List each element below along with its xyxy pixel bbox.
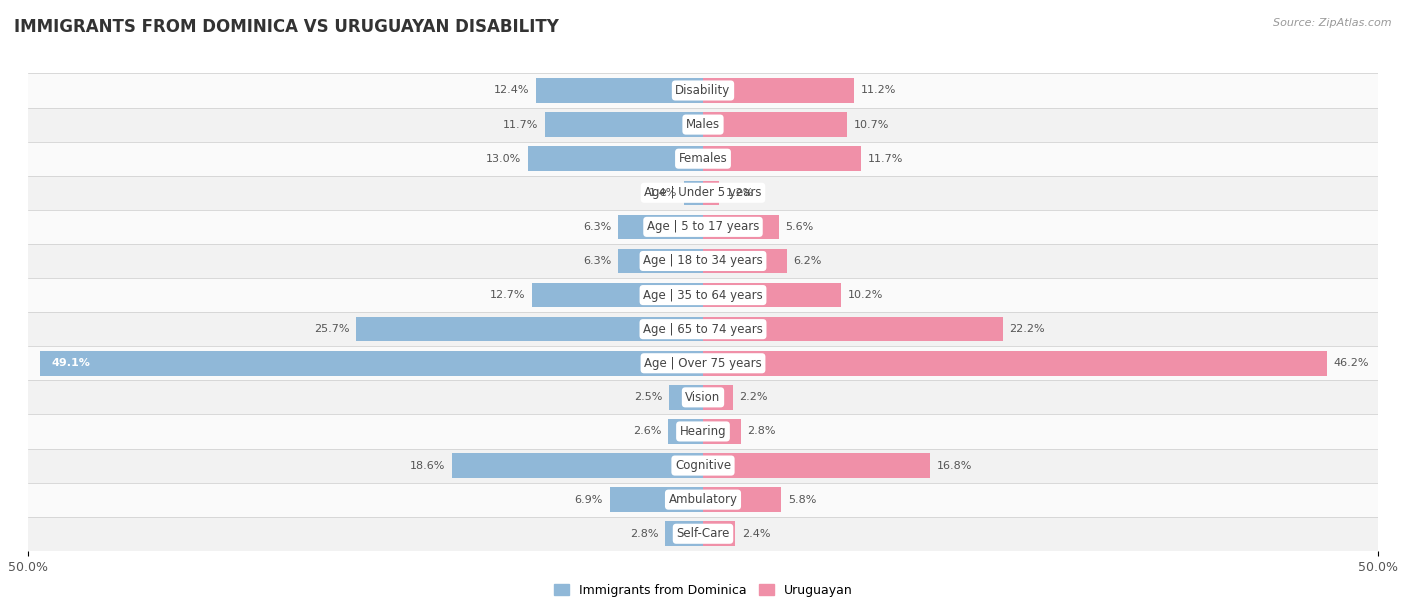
Text: 10.7%: 10.7% xyxy=(855,119,890,130)
Legend: Immigrants from Dominica, Uruguayan: Immigrants from Dominica, Uruguayan xyxy=(548,579,858,602)
Text: 11.7%: 11.7% xyxy=(868,154,903,163)
Bar xyxy=(703,351,1327,376)
Text: 2.5%: 2.5% xyxy=(634,392,662,402)
Text: 6.3%: 6.3% xyxy=(583,256,612,266)
Bar xyxy=(703,487,782,512)
Text: Age | 5 to 17 years: Age | 5 to 17 years xyxy=(647,220,759,233)
Text: 5.8%: 5.8% xyxy=(787,494,817,505)
Text: 6.3%: 6.3% xyxy=(583,222,612,232)
Text: Ambulatory: Ambulatory xyxy=(668,493,738,506)
Text: 11.2%: 11.2% xyxy=(860,86,896,95)
Text: Self-Care: Self-Care xyxy=(676,528,730,540)
Bar xyxy=(28,414,1378,449)
Bar xyxy=(41,351,703,376)
Text: 12.4%: 12.4% xyxy=(494,86,529,95)
Bar xyxy=(665,521,703,546)
Bar xyxy=(28,517,1378,551)
Bar xyxy=(546,113,703,137)
Text: Age | Over 75 years: Age | Over 75 years xyxy=(644,357,762,370)
Text: 49.1%: 49.1% xyxy=(51,358,90,368)
Bar xyxy=(28,244,1378,278)
Bar xyxy=(669,385,703,409)
Bar xyxy=(28,176,1378,210)
Text: IMMIGRANTS FROM DOMINICA VS URUGUAYAN DISABILITY: IMMIGRANTS FROM DOMINICA VS URUGUAYAN DI… xyxy=(14,18,560,36)
Text: Source: ZipAtlas.com: Source: ZipAtlas.com xyxy=(1274,18,1392,28)
Bar xyxy=(536,78,703,103)
Text: Males: Males xyxy=(686,118,720,131)
Bar xyxy=(28,449,1378,483)
Bar xyxy=(451,453,703,478)
Text: Age | 18 to 34 years: Age | 18 to 34 years xyxy=(643,255,763,267)
Text: Cognitive: Cognitive xyxy=(675,459,731,472)
Bar xyxy=(703,215,779,239)
Text: 12.7%: 12.7% xyxy=(489,290,524,300)
Bar xyxy=(703,113,848,137)
Text: 6.9%: 6.9% xyxy=(575,494,603,505)
Text: 2.2%: 2.2% xyxy=(740,392,768,402)
Text: 22.2%: 22.2% xyxy=(1010,324,1045,334)
Text: Vision: Vision xyxy=(685,391,721,404)
Text: 2.4%: 2.4% xyxy=(742,529,770,539)
Bar xyxy=(703,283,841,307)
Text: Hearing: Hearing xyxy=(679,425,727,438)
Bar xyxy=(703,453,929,478)
Bar xyxy=(28,210,1378,244)
Text: 18.6%: 18.6% xyxy=(409,461,446,471)
Text: 16.8%: 16.8% xyxy=(936,461,972,471)
Bar xyxy=(28,141,1378,176)
Text: 13.0%: 13.0% xyxy=(485,154,520,163)
Bar xyxy=(527,146,703,171)
Bar xyxy=(703,521,735,546)
Text: 2.8%: 2.8% xyxy=(630,529,658,539)
Bar xyxy=(28,346,1378,380)
Bar xyxy=(703,248,787,273)
Bar xyxy=(28,483,1378,517)
Text: 5.6%: 5.6% xyxy=(786,222,814,232)
Text: Females: Females xyxy=(679,152,727,165)
Bar xyxy=(28,108,1378,141)
Bar xyxy=(703,181,720,205)
Bar xyxy=(28,278,1378,312)
Text: 11.7%: 11.7% xyxy=(503,119,538,130)
Text: 10.2%: 10.2% xyxy=(848,290,883,300)
Bar xyxy=(668,419,703,444)
Bar xyxy=(531,283,703,307)
Text: 2.6%: 2.6% xyxy=(633,427,661,436)
Text: 46.2%: 46.2% xyxy=(1333,358,1369,368)
Bar xyxy=(610,487,703,512)
Bar xyxy=(28,380,1378,414)
Text: 1.4%: 1.4% xyxy=(650,188,678,198)
Bar xyxy=(703,385,733,409)
Bar xyxy=(703,419,741,444)
Text: 25.7%: 25.7% xyxy=(314,324,349,334)
Bar xyxy=(28,73,1378,108)
Bar xyxy=(685,181,703,205)
Text: 2.8%: 2.8% xyxy=(748,427,776,436)
Text: Age | 35 to 64 years: Age | 35 to 64 years xyxy=(643,289,763,302)
Bar xyxy=(619,248,703,273)
Text: Age | Under 5 years: Age | Under 5 years xyxy=(644,186,762,200)
Bar xyxy=(703,78,855,103)
Text: 1.2%: 1.2% xyxy=(725,188,755,198)
Bar xyxy=(28,312,1378,346)
Text: Age | 65 to 74 years: Age | 65 to 74 years xyxy=(643,323,763,335)
Text: Disability: Disability xyxy=(675,84,731,97)
Text: 6.2%: 6.2% xyxy=(793,256,823,266)
Bar xyxy=(619,215,703,239)
Bar xyxy=(703,146,860,171)
Bar xyxy=(356,317,703,341)
Bar xyxy=(703,317,1002,341)
